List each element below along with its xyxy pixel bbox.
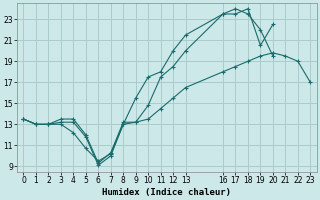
X-axis label: Humidex (Indice chaleur): Humidex (Indice chaleur) [102,188,231,197]
